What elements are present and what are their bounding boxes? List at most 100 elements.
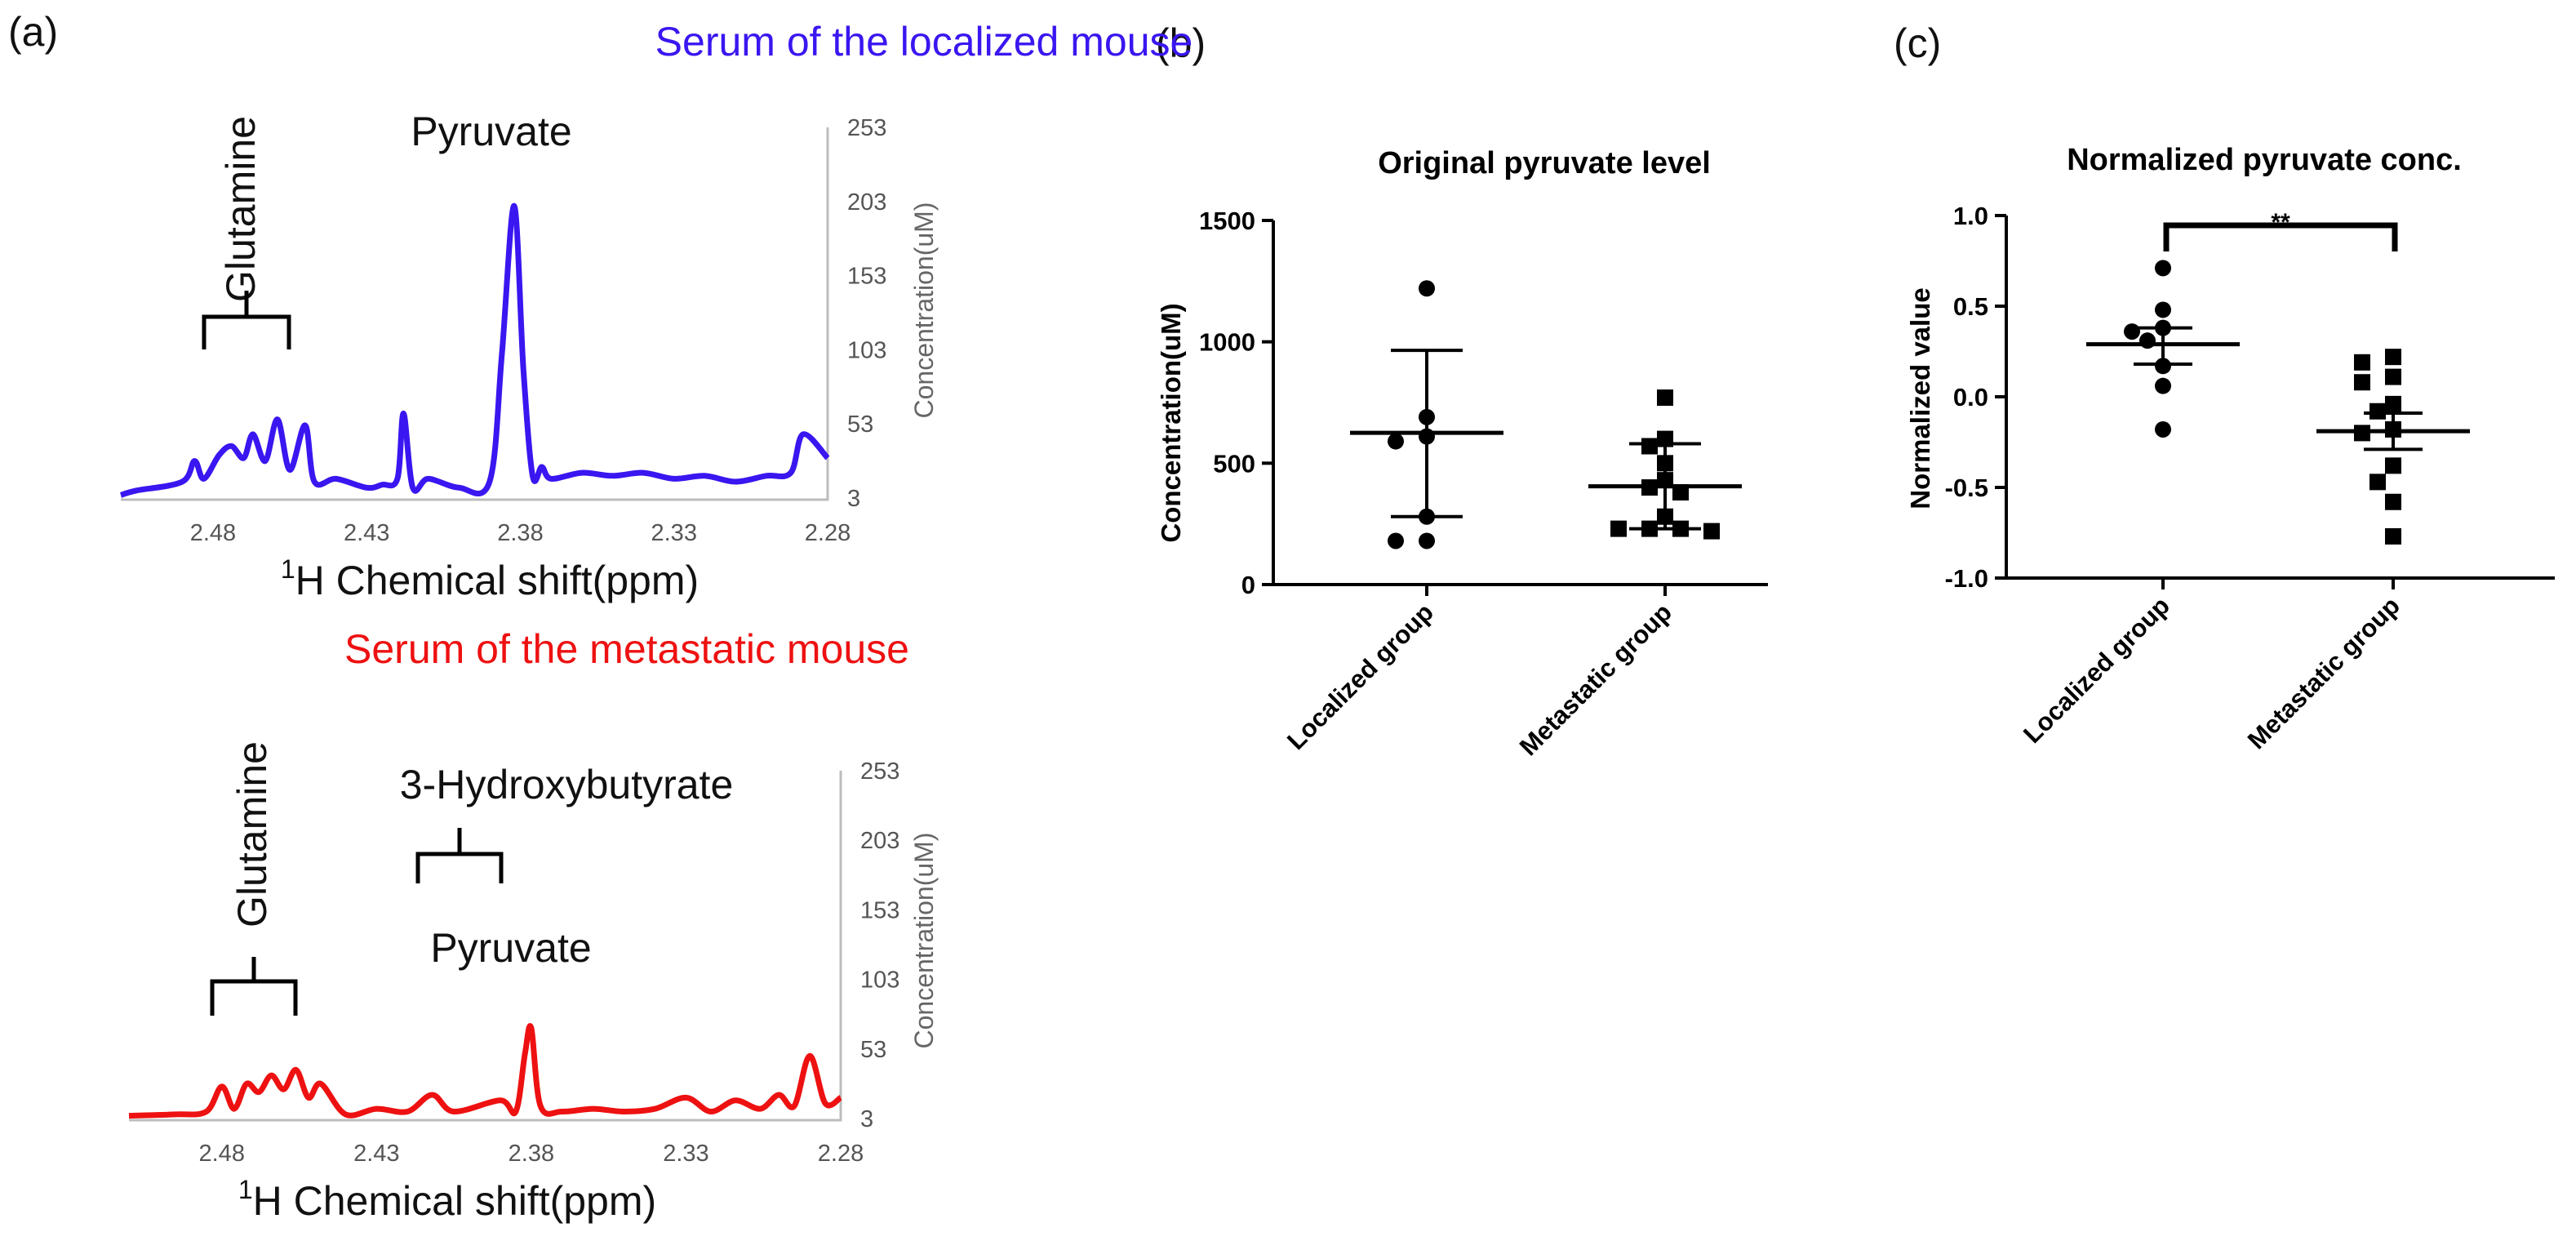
original-pyruvate-title: Original pyruvate level [1378, 146, 1711, 180]
original-pyruvate-y-ticks: 0 500 1000 1500 [1199, 207, 1273, 599]
data-point [1657, 430, 1673, 447]
x-tick-label: 2.48 [190, 520, 236, 546]
y-tick-label: 253 [847, 115, 886, 141]
data-point [1703, 523, 1720, 540]
normalized-pyruvate-y-label: Normalized value [1905, 287, 1935, 509]
data-point [1610, 520, 1627, 537]
y-tick-label: 103 [860, 967, 899, 994]
x-tick-label: 2.28 [805, 520, 851, 546]
category-label: Metastatic group [2242, 591, 2405, 754]
x-tick-label: 2.33 [651, 520, 697, 546]
data-point [1641, 520, 1658, 537]
group-1-marks [1588, 389, 1742, 540]
data-point [2385, 493, 2401, 510]
panel-label-c: (c) [1894, 20, 1941, 66]
y-tick-label: 1.0 [1953, 202, 1988, 230]
data-point [2385, 457, 2401, 474]
significance-bracket [2163, 222, 2398, 251]
data-point [1419, 508, 1435, 525]
original-pyruvate-y-label: Concentration(uM) [1156, 303, 1186, 542]
data-point [2385, 368, 2401, 385]
y-tick-label: 1000 [1199, 328, 1255, 357]
localized-spectrum-chart: Serum of the localized mouse Pyruvate Gl… [119, 19, 1193, 603]
x-tick-label: 2.28 [818, 1141, 864, 1167]
x-tick-label: 2.33 [663, 1141, 708, 1167]
y-tick-label: 153 [860, 897, 899, 923]
metastatic-spectrum-x-ticks: 2.48 2.43 2.38 2.33 2.28 [199, 1141, 864, 1167]
category-label: Metastatic group [1514, 598, 1677, 761]
significance-marker: ** [2271, 209, 2290, 236]
y-tick-label: -0.5 [1945, 474, 1988, 502]
panel-label-b: (b) [1156, 20, 1206, 66]
metastatic-spectrum-chart: Serum of the metastatic mouse 3-Hydroxyb… [128, 626, 939, 1224]
metastatic-pyruvate-label: Pyruvate [430, 925, 591, 971]
y-tick-label: 103 [847, 337, 886, 363]
metastatic-spectrum-y-label: Concentration(uM) [909, 833, 939, 1049]
panel-label-a: (a) [8, 9, 58, 55]
data-point [2354, 354, 2370, 371]
y-tick-label: 0.5 [1953, 292, 1988, 321]
data-point [2385, 420, 2401, 438]
localized-spectrum-y-ticks: 253 203 153 103 53 3 [847, 115, 886, 512]
y-tick-label: 500 [1213, 449, 1255, 478]
localized-x-label-text: H Chemical shift(ppm) [295, 558, 700, 603]
data-point [2354, 374, 2370, 391]
normalized-pyruvate-marks [2086, 260, 2470, 545]
data-point [2385, 349, 2401, 366]
y-tick-label: 53 [847, 411, 873, 438]
data-point [1641, 438, 1658, 455]
y-tick-label: 203 [860, 828, 899, 854]
data-point [1388, 532, 1404, 549]
metastatic-x-label-superscript: 1 [238, 1175, 253, 1204]
localized-spectrum-y-label: Concentration(uM) [909, 202, 939, 419]
y-tick-label: 203 [847, 189, 886, 216]
y-tick-label: 253 [860, 758, 899, 785]
data-point [2369, 474, 2386, 491]
data-point [1419, 532, 1435, 549]
data-point [2155, 260, 2171, 277]
normalized-pyruvate-title: Normalized pyruvate conc. [2067, 143, 2462, 177]
localized-spectrum-title: Serum of the localized mouse [655, 19, 1193, 64]
metastatic-spectrum-axes [129, 771, 842, 1122]
metastatic-hydroxybutyrate-label: 3-Hydroxybutyrate [400, 762, 734, 807]
x-tick-label: 2.38 [497, 520, 543, 546]
data-point [2155, 319, 2171, 336]
normalized-pyruvate-categories: Localized group Metastatic group [2018, 578, 2405, 754]
localized-spectrum-x-label: 1H Chemical shift(ppm) [281, 554, 699, 603]
data-point [1388, 433, 1404, 450]
category-label: Localized group [1281, 598, 1439, 755]
metastatic-spectrum-line [128, 1023, 842, 1119]
metastatic-spectrum-x-label: 1H Chemical shift(ppm) [238, 1175, 656, 1224]
data-point [1672, 520, 1689, 537]
data-point [2369, 403, 2386, 420]
localized-x-label-superscript: 1 [281, 554, 295, 584]
metastatic-spectrum-title: Serum of the metastatic mouse [344, 626, 909, 672]
y-tick-label: 53 [860, 1037, 886, 1063]
x-tick-label: 2.38 [509, 1141, 554, 1167]
data-point [1657, 455, 1673, 472]
original-pyruvate-chart: Original pyruvate level Concentration(uM… [1156, 146, 1768, 761]
localized-spectrum-axes [121, 127, 829, 501]
data-point [2155, 358, 2171, 375]
localized-pyruvate-label: Pyruvate [411, 109, 571, 154]
metastatic-glutamine-bracket [210, 957, 298, 1016]
data-point [1419, 408, 1435, 425]
data-point [1657, 472, 1673, 489]
data-point [2354, 425, 2370, 442]
metastatic-hydroxybutyrate-bracket [415, 828, 504, 883]
metastatic-spectrum-y-ticks: 253 203 153 103 53 3 [860, 758, 899, 1132]
y-tick-label: 3 [847, 486, 860, 512]
group-0-marks [1350, 280, 1503, 549]
data-point [1641, 479, 1658, 496]
y-tick-label: 0 [1241, 571, 1255, 599]
normalized-pyruvate-chart: Normalized pyruvate conc. Normalized val… [1905, 143, 2555, 754]
original-pyruvate-categories: Localized group Metastatic group [1281, 585, 1677, 761]
data-point [2385, 527, 2401, 545]
y-tick-label: 0.0 [1953, 383, 1988, 411]
group-1-marks [2316, 349, 2470, 545]
localized-spectrum-x-ticks: 2.48 2.43 2.38 2.33 2.28 [190, 520, 851, 546]
x-tick-label: 2.43 [353, 1141, 399, 1167]
data-point [2155, 301, 2171, 318]
y-tick-label: 1500 [1199, 207, 1255, 235]
localized-glutamine-bracket [202, 291, 291, 349]
